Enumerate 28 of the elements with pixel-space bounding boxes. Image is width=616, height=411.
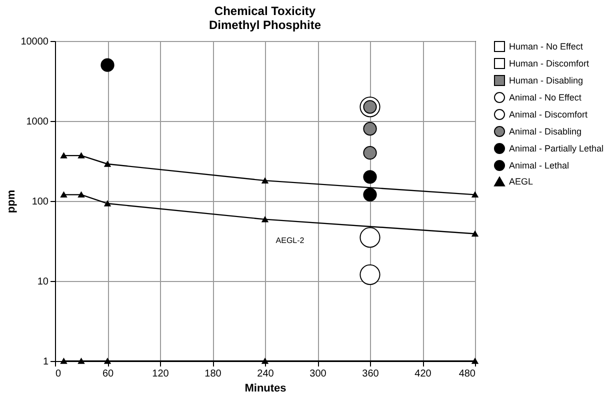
- y-tick-label: 10: [37, 276, 49, 288]
- y-tick-label: 1000: [26, 116, 49, 128]
- y-tick-label: 1: [42, 356, 49, 368]
- x-tick-label: 480: [458, 368, 476, 380]
- x-axis-title: Minutes: [244, 382, 286, 394]
- legend-label: Animal - No Effect: [509, 92, 582, 102]
- legend-label: Animal - Lethal: [509, 160, 570, 170]
- legend-label: Human - Disabling: [509, 76, 584, 86]
- legend-label: Human - No Effect: [509, 42, 584, 52]
- legend-label: AEGL: [509, 176, 534, 186]
- chart-subtitle: Dimethyl Phosphite: [208, 18, 322, 32]
- x-tick-label: 60: [102, 368, 114, 380]
- x-tick-label: 420: [414, 368, 432, 380]
- x-tick-label: 360: [362, 368, 380, 380]
- x-tick-label: 240: [257, 368, 274, 380]
- chart-title: Chemical Toxicity: [214, 4, 316, 18]
- x-tick-label: 300: [310, 368, 327, 380]
- y-tick-label: 10000: [20, 36, 49, 48]
- y-axis-title: ppm: [6, 190, 18, 214]
- x-tick-label: 180: [204, 368, 222, 380]
- legend-label: Animal - Partially Lethal: [509, 144, 604, 154]
- annotation: AEGL-2: [276, 236, 305, 245]
- y-tick-label: 100: [32, 196, 49, 208]
- x-tick-label: 0: [56, 368, 62, 380]
- x-tick-label: 120: [152, 368, 170, 380]
- legend-label: Animal - Disabling: [509, 126, 582, 136]
- legend-label: Human - Discomfort: [509, 58, 590, 68]
- legend-label: Animal - Discomfort: [509, 110, 588, 120]
